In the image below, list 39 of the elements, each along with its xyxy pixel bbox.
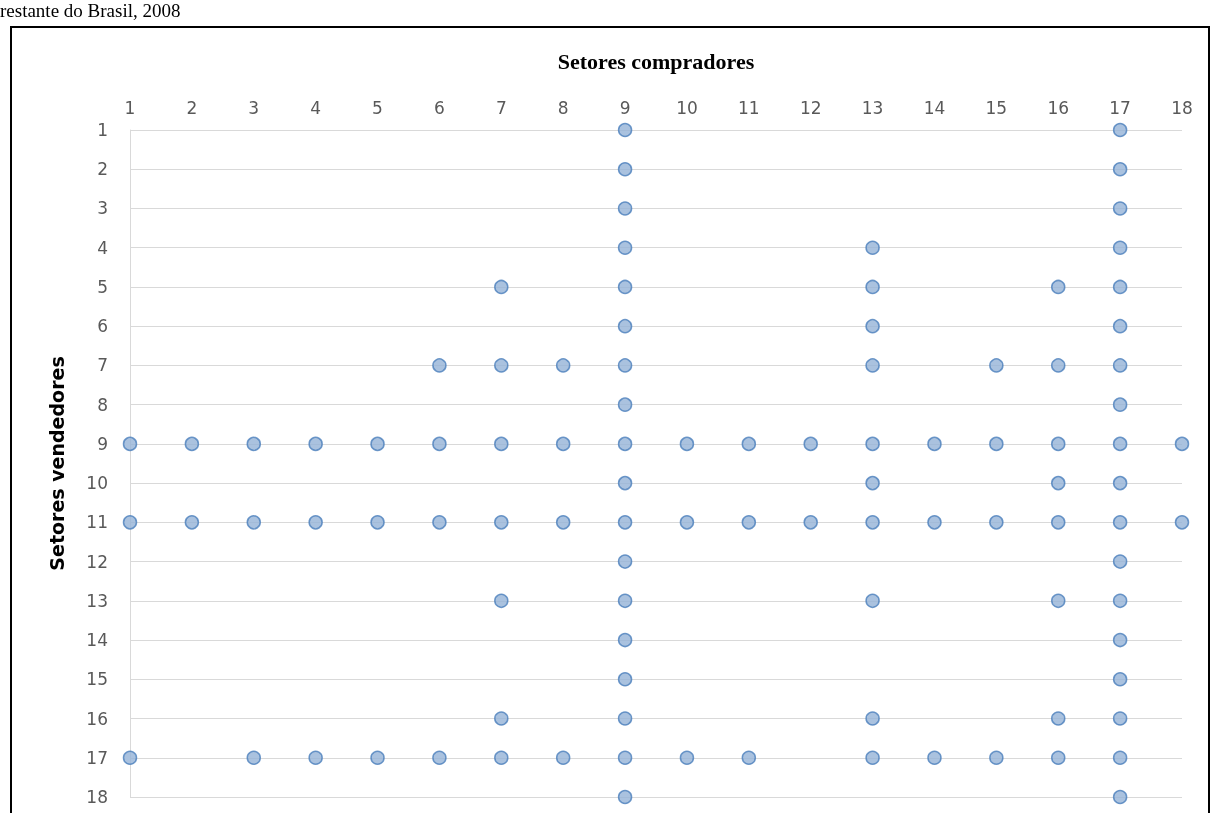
x-tick-label: 3 [248,97,260,118]
y-tick-label: 10 [86,473,108,494]
y-tick-label: 18 [86,787,108,807]
y-tick-label: 15 [86,669,108,690]
x-tick-label: 16 [1047,97,1070,118]
x-tick-label: 7 [495,97,507,118]
y-tick-label: 3 [97,198,108,219]
y-tick-label: 9 [97,433,108,454]
x-tick-label: 1 [124,97,136,118]
x-tick-label: 13 [861,97,884,118]
y-tick-label: 12 [86,551,108,572]
x-tick-label: 10 [676,97,698,118]
y-tick-label: 17 [86,747,108,768]
y-tick-label: 6 [97,316,108,337]
y-tick-label: 5 [97,276,108,297]
x-tick-label: 17 [1109,97,1131,118]
y-tick-label: 4 [97,237,108,258]
x-tick-label: 14 [923,97,946,118]
y-tick-label: 7 [97,355,108,376]
y-axis-title: Setores vendedores [45,356,68,571]
x-tick-label: 15 [985,97,1008,118]
x-axis-title: Setores compradores [557,48,755,74]
x-tick-label: 12 [799,97,822,118]
x-tick-label: 8 [557,97,569,118]
x-tick-label: 11 [738,97,760,118]
chart-title: restante do Brasil, 2008 [0,0,181,22]
x-tick-label: 6 [434,97,445,118]
y-tick-label: 2 [97,159,108,180]
x-tick-label: 2 [186,97,198,118]
y-tick-label: 13 [86,590,108,611]
x-tick-label: 9 [619,97,631,118]
y-tick-label: 14 [86,630,108,651]
x-tick-label: 5 [372,97,383,118]
x-tick-label: 4 [310,97,322,118]
y-tick-label: 16 [86,708,108,729]
x-tick-label: 18 [1171,97,1193,118]
y-tick-label: 8 [97,394,108,415]
y-tick-label: 1 [97,120,108,140]
y-tick-label: 11 [86,512,108,533]
